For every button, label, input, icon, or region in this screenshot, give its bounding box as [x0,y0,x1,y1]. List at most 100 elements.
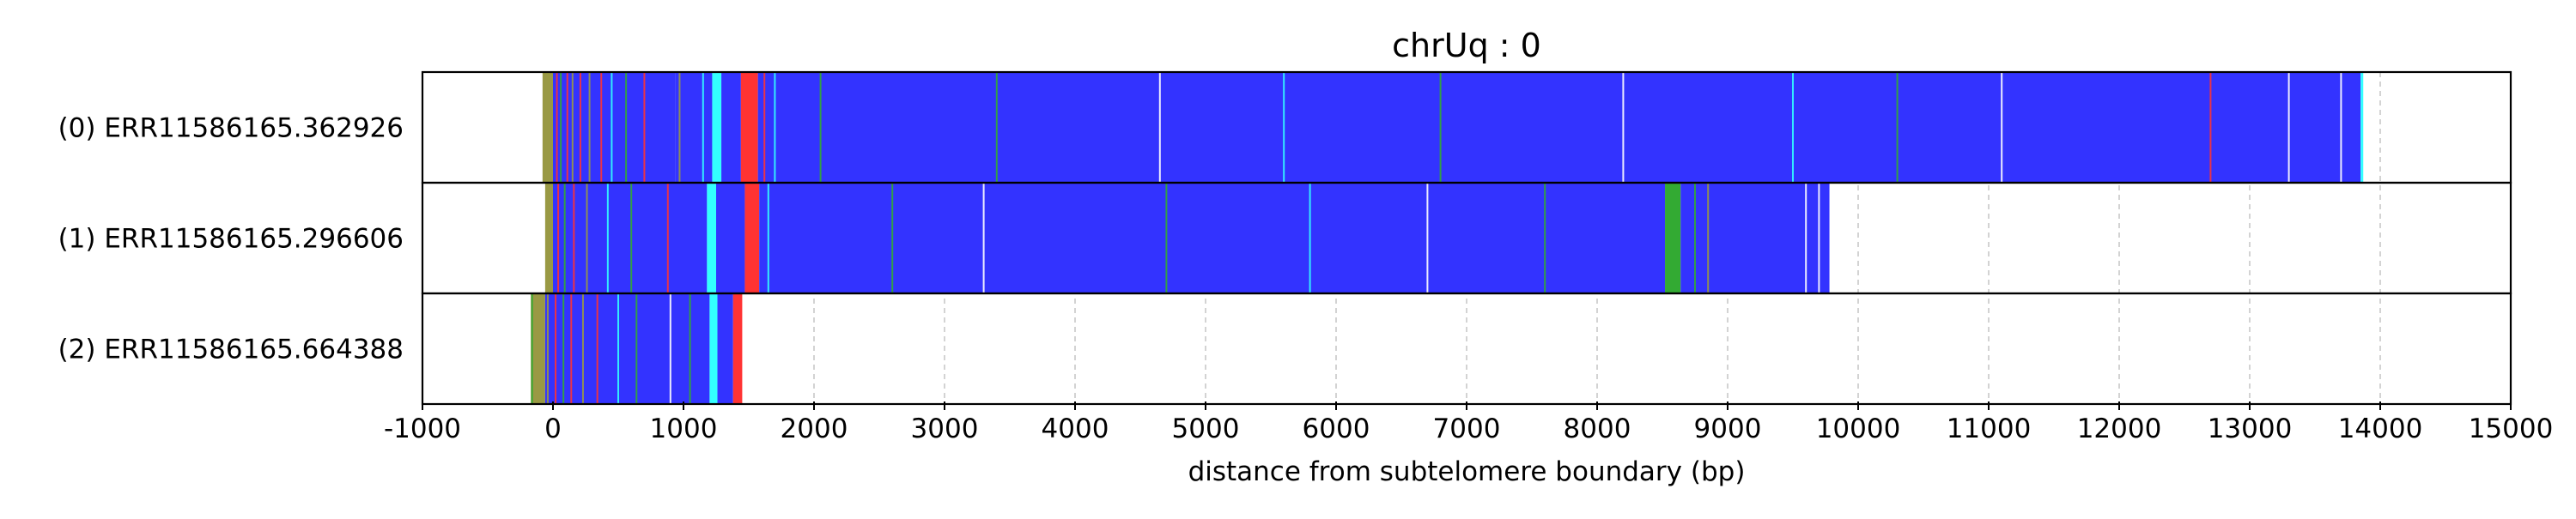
track-stripe [556,72,558,183]
track-stripe [2340,72,2342,183]
track-stripe [1622,72,1625,183]
track-stripe [1158,72,1161,183]
x-tick-label: 0 [544,413,562,444]
track-label: (0) ERR11586165.362926 [58,113,404,144]
track-stripe [571,72,574,183]
track-segment [716,183,745,293]
chart-title: chrUq : 0 [1392,27,1541,64]
track-stripe [596,293,598,404]
x-tick-label: 14000 [2338,413,2423,444]
x-axis-label: distance from subtelomere boundary (bp) [1188,456,1746,487]
x-tick-label: 9000 [1694,413,1762,444]
track-stripe [774,72,776,183]
track-segment [717,293,733,404]
x-tick-label: 4000 [1042,413,1109,444]
track-stripe [588,72,591,183]
tracks-layer [531,72,2364,404]
track-segment [1680,183,1728,293]
labels-layer: (0) ERR11586165.362926 (1) ERR11586165.29… [58,113,404,365]
track-stripe [579,72,581,183]
track-stripe [995,72,998,183]
track-segment [2360,72,2364,183]
track-segment [757,72,2361,183]
x-tick-label: 3000 [911,413,979,444]
track-stripe [1694,183,1696,293]
track-stripe [555,293,557,404]
x-tick-label: 8000 [1564,413,1631,444]
x-tick-label: 12000 [2077,413,2162,444]
x-tick-label: -1000 [384,413,461,444]
track-segment [732,293,743,404]
track-stripe [566,72,568,183]
track-segment [544,183,553,293]
track-stripe [982,183,985,293]
track-segment [1728,183,1830,293]
track-stripe [1707,183,1710,293]
track-stripe [586,183,588,293]
track-segment [759,183,1666,293]
track-stripe [600,72,603,183]
x-tick-label: 13000 [2208,413,2293,444]
track-stripe [546,293,549,404]
track-stripe [545,183,548,293]
track-stripe [1544,183,1546,293]
track-label: (2) ERR11586165.664388 [58,335,404,365]
x-tick-label: 2000 [781,413,848,444]
track-stripe [563,183,566,293]
track-stripe [635,293,638,404]
track-segment [675,72,713,183]
track-stripe [611,72,613,183]
track-stripe [2287,72,2290,183]
track-stripe [1439,72,1442,183]
track-stripe [666,183,669,293]
track-stripe [630,183,633,293]
track-stripe [2001,72,2003,183]
track-segment [744,183,760,293]
track-stripe [573,183,575,293]
track-stripe [678,72,681,183]
track-stripe [606,183,609,293]
track-stripe [557,183,560,293]
track-stripe [549,72,551,183]
track-segment [544,293,710,404]
track-segment [740,72,758,183]
track-stripe [560,72,562,183]
track-stripe [625,72,628,183]
track-stripe [891,183,894,293]
track-stripe [1426,183,1429,293]
x-tick-label: 1000 [650,413,718,444]
track-stripe [689,293,691,404]
track-stripe [643,72,646,183]
track-label: (1) ERR11586165.296606 [58,224,404,255]
track-stripe [1818,183,1820,293]
track-segment [709,293,718,404]
track-stripe [1805,183,1807,293]
track-segment [553,183,708,293]
track-stripe [581,293,584,404]
track-segment [531,293,545,404]
track-stripe [763,72,766,183]
track-stripe [767,183,769,293]
track-segment [712,72,722,183]
x-tick-label: 15000 [2469,413,2554,444]
track-stripe [562,293,565,404]
track-segment [707,183,716,293]
track-stripe [531,293,533,404]
x-tick-label: 11000 [1947,413,2032,444]
track-segment [721,72,741,183]
track-segment [1665,183,1681,293]
track-stripe [819,72,822,183]
track-stripe [1165,183,1168,293]
track-stripe [2209,72,2212,183]
track-stripe [570,293,573,404]
track-stripe [617,293,619,404]
x-tick-label: 6000 [1303,413,1370,444]
ticks-layer: -1000 0 1000 2000 3000 4000 5000 6000 7000 8000 90… [384,401,2553,444]
x-tick-label: 7000 [1433,413,1501,444]
track-stripe [702,72,704,183]
x-tick-label: 10000 [1816,413,1901,444]
track-segment [553,72,676,183]
x-tick-label: 5000 [1172,413,1240,444]
